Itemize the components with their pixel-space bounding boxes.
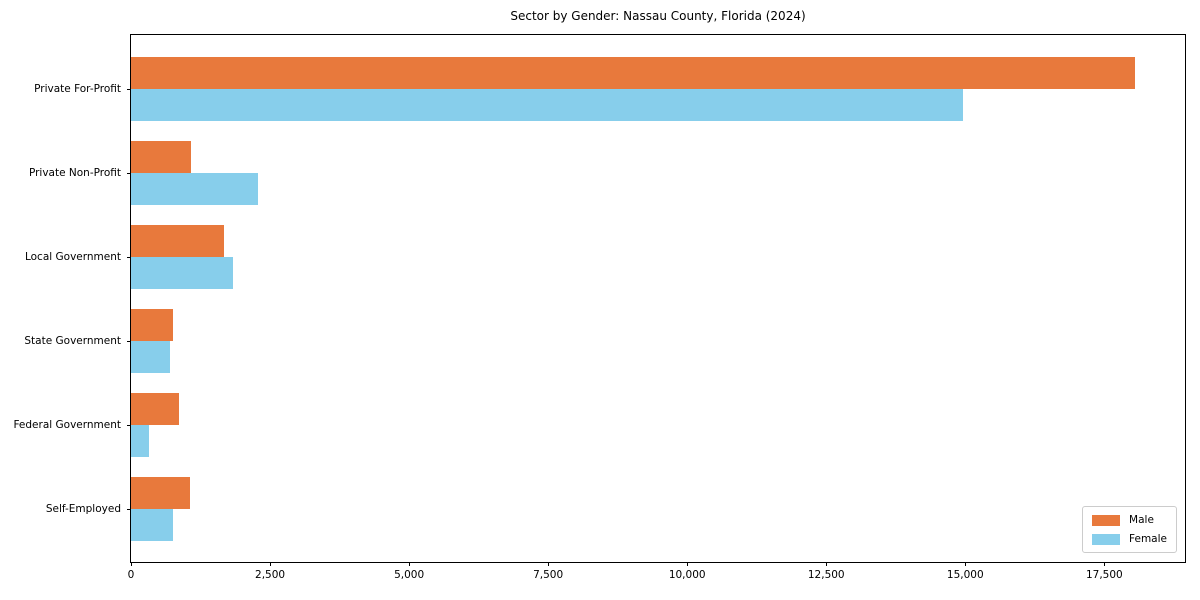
- xtick-mark-15000: [965, 562, 967, 566]
- legend-row-male: Male: [1092, 514, 1167, 526]
- legend-label-male: Male: [1129, 514, 1154, 526]
- ytick-label-local-government: Local Government: [24, 251, 121, 263]
- bar-male-self-employed: [131, 477, 190, 509]
- plot-area: Male Female Private For-Profit Private Non…: [13, 34, 1186, 581]
- xtick-label-17500: 17,500: [1085, 569, 1123, 581]
- bar-male-private-for-profit: [131, 57, 1135, 89]
- legend-label-female: Female: [1129, 533, 1167, 545]
- bar-male-local-government: [131, 225, 225, 257]
- xtick-label-15000: 15,000: [946, 569, 984, 581]
- ytick-label-state-government: State Government: [24, 335, 121, 347]
- ytick-label-private-non-profit: Private Non-Profit: [28, 167, 121, 179]
- chart-title: Sector by Gender: Nassau County, Florida…: [510, 9, 806, 23]
- xtick-mark-0: [131, 562, 132, 566]
- bar-male-federal-government: [131, 393, 180, 425]
- xtick-mark-5000: [409, 562, 411, 566]
- legend-swatch-female: [1092, 533, 1121, 545]
- legend-swatch-male: [1092, 514, 1121, 526]
- xtick-label-5000: 5,000: [394, 569, 425, 581]
- xtick-mark-10000: [687, 562, 689, 566]
- bar-female-local-government: [131, 257, 234, 289]
- ytick-mark-local-government: [127, 257, 131, 258]
- bar-male-state-government: [131, 309, 173, 341]
- legend: Male Female: [1082, 506, 1177, 553]
- ytick-label-self-employed: Self-Employed: [45, 503, 121, 515]
- xtick-label-0: 0: [127, 569, 135, 581]
- ytick-mark-federal-government: [127, 425, 131, 426]
- ytick-label-private-for-profit: Private For-Profit: [34, 83, 121, 95]
- ytick-mark-state-government: [127, 341, 131, 342]
- bar-male-private-non-profit: [131, 141, 192, 173]
- bar-female-private-non-profit: [131, 173, 258, 205]
- bar-female-federal-government: [131, 425, 150, 457]
- xtick-mark-7500: [548, 562, 550, 566]
- xtick-mark-12500: [826, 562, 828, 566]
- xtick-label-12500: 12,500: [807, 569, 845, 581]
- xtick-label-10000: 10,000: [668, 569, 706, 581]
- ytick-mark-self-employed: [127, 509, 131, 510]
- ytick-mark-private-for-profit: [127, 89, 131, 90]
- ytick-mark-private-non-profit: [127, 173, 131, 174]
- bar-female-private-for-profit: [131, 89, 963, 121]
- xtick-mark-2500: [270, 562, 272, 566]
- legend-row-female: Female: [1092, 533, 1167, 545]
- bar-female-self-employed: [131, 509, 173, 541]
- xtick-label-7500: 7,500: [533, 569, 564, 581]
- xtick-label-2500: 2,500: [255, 569, 286, 581]
- bar-female-state-government: [131, 341, 170, 373]
- ytick-label-federal-government: Federal Government: [13, 419, 121, 431]
- xtick-mark-17500: [1104, 562, 1106, 566]
